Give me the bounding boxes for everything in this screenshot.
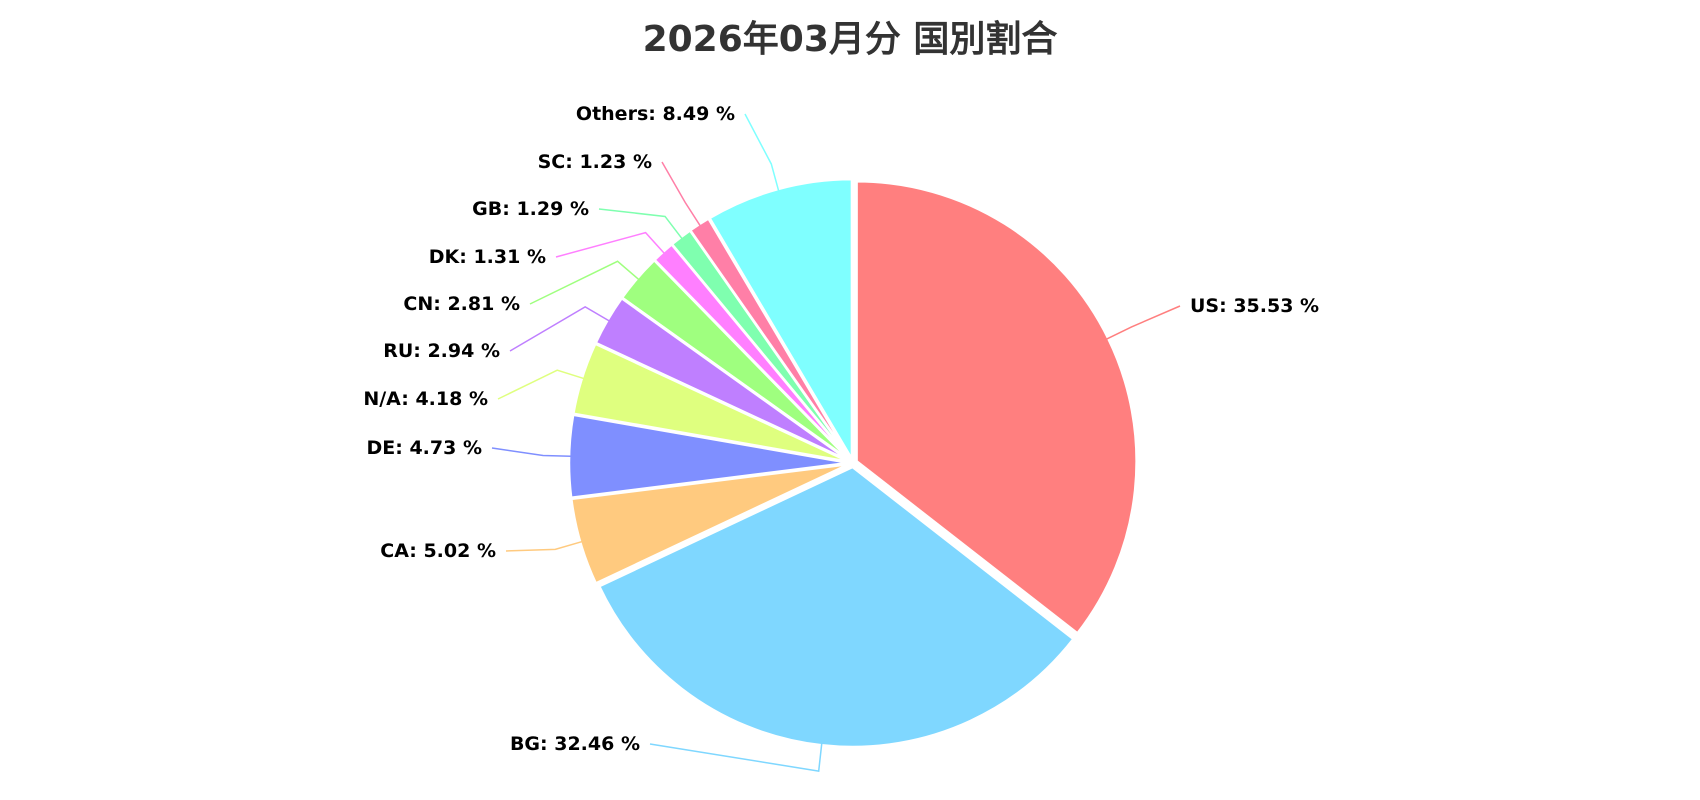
slice-label-others: Others: 8.49 % bbox=[576, 103, 735, 125]
leader-line-cn bbox=[529, 260, 640, 305]
leader-line-gb bbox=[598, 208, 683, 240]
leader-lines bbox=[491, 113, 1181, 772]
leader-line-sc bbox=[661, 161, 701, 227]
leader-line-de bbox=[491, 447, 572, 457]
leader-line-dk bbox=[555, 231, 665, 258]
leader-line-bg bbox=[649, 743, 823, 772]
slice-labels: US: 35.53 % BG: 32.46 % CA: 5.02 % DE: 4.73… bbox=[363, 103, 1319, 755]
leader-line-ru bbox=[509, 306, 610, 352]
slice-label-gb: GB: 1.29 % bbox=[472, 198, 589, 220]
slice-label-cn: CN: 2.81 % bbox=[403, 293, 520, 315]
slice-label-de: DE: 4.73 % bbox=[367, 437, 483, 459]
pie-slices bbox=[567, 177, 1138, 749]
chart-title: 2026年03月分 国別割合 bbox=[642, 19, 1058, 60]
leader-line-ca bbox=[505, 540, 583, 552]
slice-label-bg: BG: 32.46 % bbox=[510, 733, 640, 755]
leader-line-others bbox=[744, 113, 780, 192]
slice-label-ru: RU: 2.94 % bbox=[383, 340, 500, 362]
slice-label-n-a: N/A: 4.18 % bbox=[363, 388, 488, 410]
leader-line-us bbox=[1106, 305, 1181, 340]
slice-label-dk: DK: 1.31 % bbox=[429, 246, 546, 268]
leader-line-n-a bbox=[497, 369, 585, 400]
slice-label-ca: CA: 5.02 % bbox=[380, 540, 496, 562]
slice-label-sc: SC: 1.23 % bbox=[538, 151, 652, 173]
slice-label-us: US: 35.53 % bbox=[1190, 295, 1319, 317]
